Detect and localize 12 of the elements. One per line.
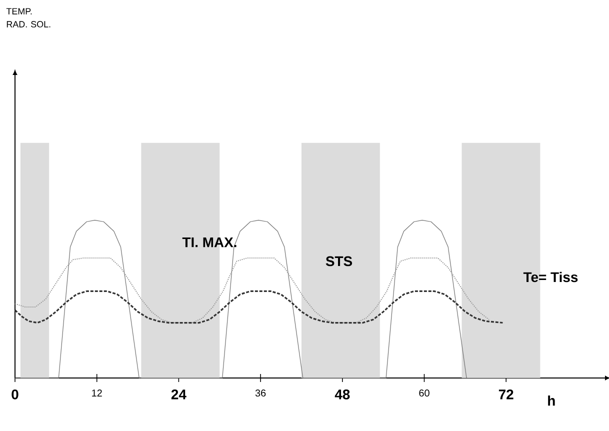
text: TEMP. RAD. SOL. bbox=[6, 8, 50, 28]
x-tick-label: 48 bbox=[334, 389, 350, 400]
x-tick-label: 0 bbox=[12, 389, 18, 400]
x-axis-title: h bbox=[548, 395, 555, 406]
x-tick-label: 60 bbox=[419, 389, 430, 397]
x-tick-label: 24 bbox=[171, 389, 186, 400]
annotation: STS bbox=[326, 256, 352, 266]
x-tick-label: 72 bbox=[498, 389, 514, 400]
x-tick-label: 36 bbox=[255, 389, 266, 397]
annotation: TI. MAX. bbox=[182, 237, 236, 248]
annotation: Te= Tiss bbox=[523, 272, 578, 282]
x-tick-label: 12 bbox=[92, 389, 102, 396]
